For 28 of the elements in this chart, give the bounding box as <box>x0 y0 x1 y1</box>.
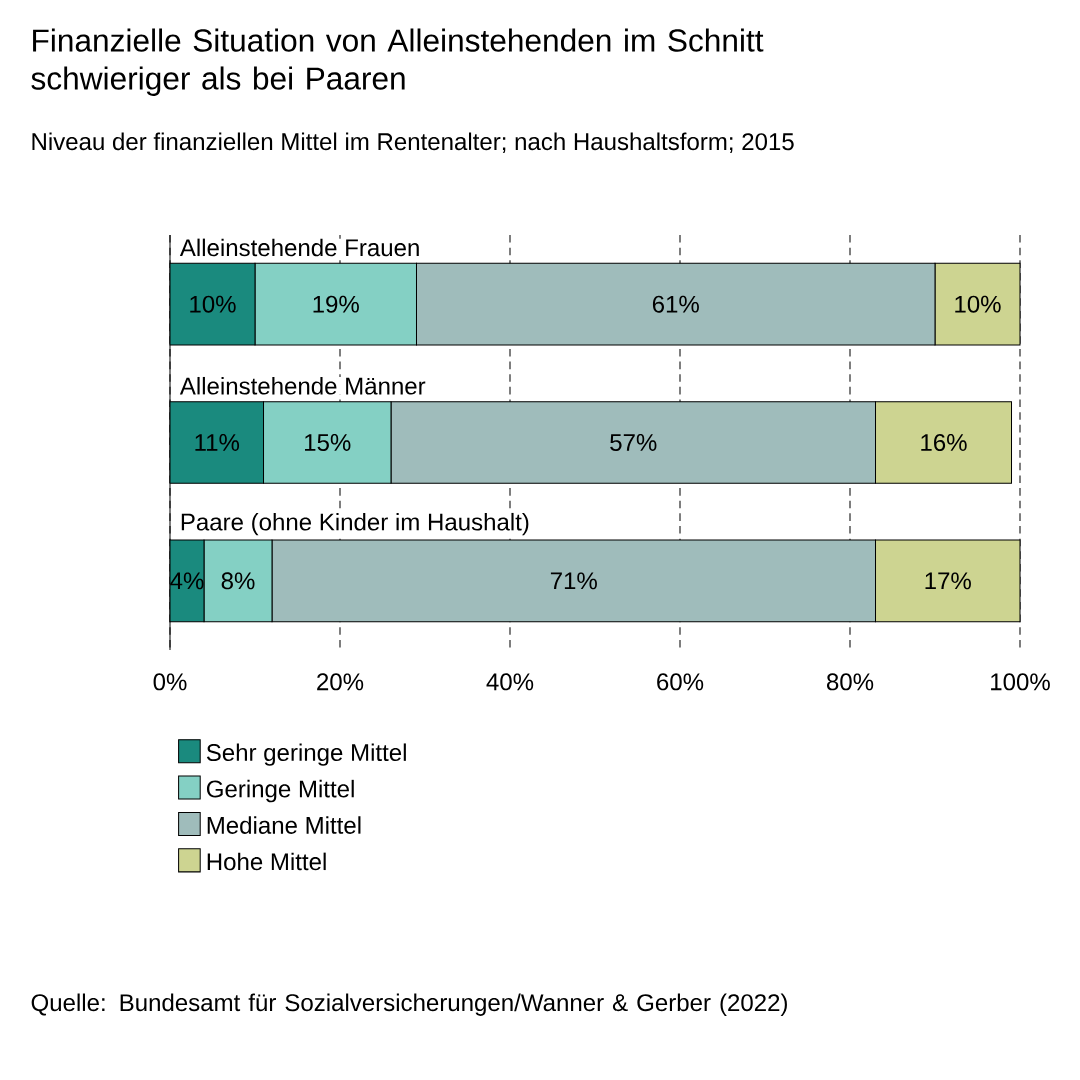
x-tick-label: 60% <box>657 673 704 691</box>
data-label: 19% <box>313 295 359 313</box>
data-label: 16% <box>921 433 967 452</box>
chart-title: Finanzielle Situation von Alleinstehenden im Schnitt schwieriger als bei Paaren <box>31 28 764 96</box>
x-tick-label: 40% <box>486 673 534 691</box>
chart-subtitle: Niveau der finanziellen Mittel im Rentenalter; nach Haushaltsform; 2015 <box>32 132 794 154</box>
data-label: 15% <box>305 434 351 451</box>
source-note: Quelle: Bundesamt für Sozialversicherungen/Wanner & Gerber (2022) <box>31 993 787 1016</box>
x-tick-label: 0% <box>153 673 187 691</box>
x-tick-label: 80% <box>826 673 874 691</box>
data-label: 71% <box>550 572 597 590</box>
y-tick-label: Paare (ohne Kinder im Haushalt) <box>181 512 529 536</box>
legend-label: Sehr geringe Mittel <box>206 743 406 766</box>
y-tick-label: Alleinstehende Männer <box>179 376 426 395</box>
data-label: 17% <box>925 572 971 590</box>
data-label: 4% <box>170 572 204 590</box>
x-tick-label: 20% <box>317 673 364 691</box>
data-label: 11% <box>195 434 240 451</box>
data-label: 8% <box>221 572 255 590</box>
data-label: 61% <box>652 295 699 313</box>
legend-label: Mediane Mittel <box>207 816 361 834</box>
y-tick-label: Alleinstehende Frauen <box>179 238 419 257</box>
legend-label: Geringe Mittel <box>206 779 354 803</box>
data-label: 57% <box>610 434 657 451</box>
data-label: 10% <box>190 295 236 313</box>
legend-label: Hohe Mittel <box>207 852 326 871</box>
x-tick-label: 100% <box>991 673 1050 691</box>
data-label: 10% <box>955 295 1001 313</box>
